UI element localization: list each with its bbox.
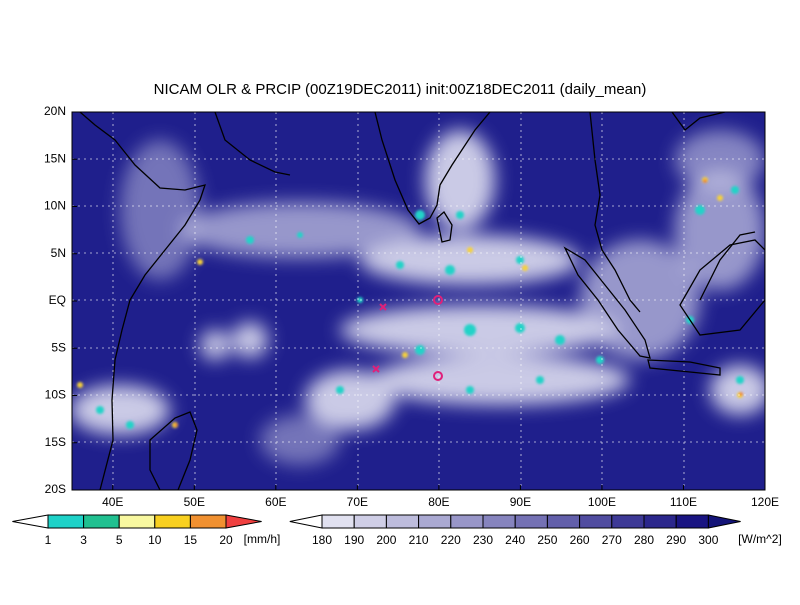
lon-label: 70E — [347, 495, 368, 509]
colorbar-arrow — [707, 514, 741, 529]
lat-label: 20S — [45, 482, 66, 496]
lon-label: 50E — [184, 495, 205, 509]
colorbar-label: 270 — [602, 533, 622, 547]
colorbar-label: 200 — [376, 533, 396, 547]
precip-colorbar: 1 3 5 10 15 20 [mm/h] — [12, 514, 281, 547]
colorbar-label: 20 — [219, 533, 233, 547]
lon-label: 90E — [510, 495, 531, 509]
colorbar-box — [482, 514, 516, 529]
colorbar-label: 1 — [45, 533, 52, 547]
lat-label: 10N — [44, 199, 66, 213]
colorbar-box — [321, 514, 355, 529]
colorbar-label: 210 — [409, 533, 429, 547]
colorbar-box — [546, 514, 581, 529]
colorbar-arrow — [289, 514, 323, 529]
map-area — [72, 112, 765, 490]
colorbar-box — [385, 514, 420, 529]
colorbar-arrow — [225, 514, 262, 529]
lat-label: 5S — [51, 340, 66, 354]
colorbar-box — [643, 514, 677, 529]
lat-label: 10S — [45, 388, 66, 402]
lon-label: 120E — [751, 495, 779, 509]
colorbar-label: 230 — [473, 533, 493, 547]
lat-labels: 20N 15N 10N 5N EQ 5S 10S 15S 20S — [44, 104, 77, 496]
colorbar-label: 180 — [312, 533, 332, 547]
colorbar-label: 15 — [184, 533, 198, 547]
colorbar-unit: [W/m^2] — [738, 532, 782, 546]
olr-colorbar: 180 190 200 210 220 230 240 250 260 270 280 290 300 [… — [289, 514, 782, 547]
lat-label: 15S — [45, 435, 66, 449]
lat-label: 5N — [51, 246, 66, 260]
colorbar-box — [118, 514, 156, 529]
colorbar-box — [514, 514, 548, 529]
lat-label: 15N — [44, 151, 66, 165]
lat-label: EQ — [49, 293, 66, 307]
lon-label: 110E — [670, 495, 697, 509]
lon-label: 80E — [428, 495, 449, 509]
colorbar-unit: [mm/h] — [244, 532, 281, 546]
colorbar-box — [154, 514, 191, 529]
lon-label: 100E — [588, 495, 616, 509]
colorbar-box — [47, 514, 85, 529]
colorbar-box — [83, 514, 120, 529]
colorbar-box — [450, 514, 484, 529]
lon-label: 60E — [265, 495, 286, 509]
colorbar-label: 240 — [505, 533, 525, 547]
colorbar-label: 220 — [441, 533, 461, 547]
colorbar-label: 3 — [80, 533, 87, 547]
colorbar-box — [189, 514, 227, 529]
colorbar-label: 260 — [570, 533, 590, 547]
lat-label: 20N — [44, 104, 66, 118]
colorbar-label: 290 — [666, 533, 686, 547]
lon-label: 40E — [102, 495, 123, 509]
map-title: NICAM OLR & PRCIP (00Z19DEC2011) init:00… — [154, 81, 647, 98]
colorbar-box — [611, 514, 645, 529]
lon-labels: 40E 50E 60E 70E 80E 90E 100E 110E 120E — [102, 485, 779, 509]
colorbar-label: 5 — [116, 533, 123, 547]
colorbar-box — [418, 514, 452, 529]
colorbar-label: 190 — [344, 533, 364, 547]
colorbar-box — [353, 514, 387, 529]
colorbar-label: 10 — [148, 533, 162, 547]
colorbar-box — [675, 514, 709, 529]
colorbar-label: 280 — [634, 533, 654, 547]
colorbar-box — [579, 514, 613, 529]
colorbar-label: 250 — [537, 533, 557, 547]
colorbar-label: 300 — [698, 533, 718, 547]
colorbar-arrow — [12, 514, 49, 529]
